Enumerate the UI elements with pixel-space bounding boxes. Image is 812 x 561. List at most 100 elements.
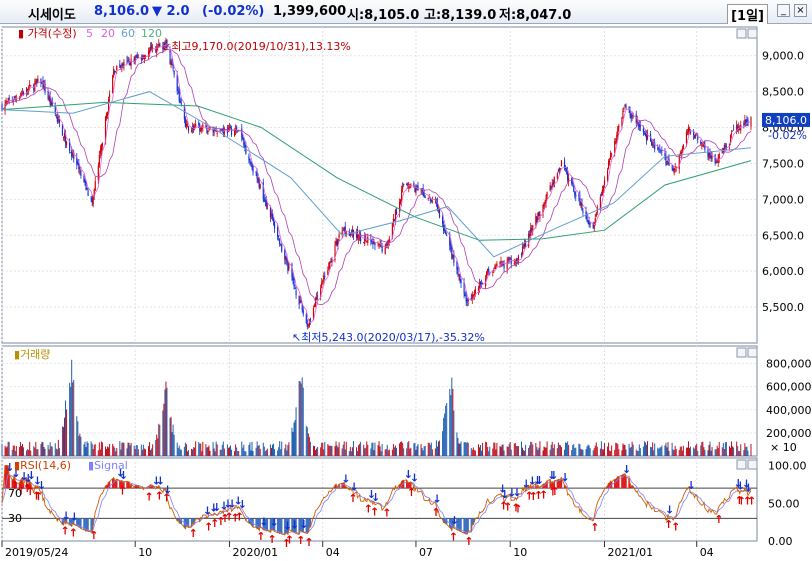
candle bbox=[6, 100, 8, 102]
candle bbox=[120, 67, 122, 69]
candle bbox=[693, 131, 695, 135]
candle bbox=[335, 241, 337, 245]
candle bbox=[336, 240, 338, 246]
volume-bar bbox=[689, 448, 691, 456]
volume-bar bbox=[295, 407, 297, 456]
candle bbox=[324, 276, 326, 277]
volume-bar bbox=[559, 445, 561, 456]
volume-bar bbox=[388, 449, 390, 456]
candle bbox=[395, 209, 398, 214]
period-selector[interactable]: [1일] bbox=[727, 4, 768, 25]
sell-arrow-icon: ↓ bbox=[163, 483, 172, 496]
volume-bar bbox=[58, 447, 60, 456]
candle bbox=[163, 43, 165, 50]
candle bbox=[686, 131, 689, 134]
candle bbox=[313, 305, 316, 308]
volume-bar bbox=[680, 446, 682, 456]
volume-bar bbox=[248, 444, 250, 456]
volume-bar bbox=[47, 444, 49, 456]
volume-bar bbox=[660, 447, 662, 456]
volume-bar bbox=[442, 431, 444, 456]
y-tick-label: 9,000.0 bbox=[762, 50, 804, 63]
candle bbox=[499, 262, 501, 264]
ma60-legend: 60 bbox=[121, 27, 135, 40]
candle bbox=[248, 155, 250, 161]
candle bbox=[460, 279, 462, 283]
minimize-button[interactable]: _ bbox=[777, 4, 790, 17]
candle bbox=[147, 51, 150, 56]
candle bbox=[631, 115, 633, 118]
buy-arrow-icon: ↑ bbox=[525, 490, 534, 503]
candle bbox=[546, 192, 548, 197]
candle bbox=[572, 181, 574, 185]
volume-bar bbox=[746, 446, 748, 456]
sell-arrow-icon: ↓ bbox=[27, 469, 36, 482]
y-tick-label: 6,000.0 bbox=[762, 265, 804, 278]
volume-bar bbox=[544, 447, 546, 456]
volume-bar bbox=[567, 441, 569, 456]
candle bbox=[707, 149, 709, 157]
volume-bar bbox=[70, 386, 72, 456]
volume-bar bbox=[4, 445, 6, 456]
buy-arrow-icon: ↑ bbox=[61, 524, 70, 537]
candle bbox=[73, 152, 75, 160]
volume-bar bbox=[150, 450, 152, 456]
candle bbox=[415, 187, 417, 194]
volume-bar bbox=[365, 447, 367, 456]
candle bbox=[212, 127, 214, 132]
price-change-pct: (-0.02%) bbox=[202, 4, 265, 19]
volume-bar bbox=[13, 445, 15, 456]
volume-bar bbox=[269, 444, 271, 456]
candle bbox=[580, 201, 582, 206]
sell-arrow-icon: ↓ bbox=[622, 463, 631, 476]
candle bbox=[114, 70, 116, 73]
volume-bar bbox=[421, 448, 423, 456]
candle bbox=[560, 160, 563, 167]
candle bbox=[630, 113, 632, 119]
buy-arrow-icon: ↑ bbox=[539, 488, 548, 501]
stock-chart[interactable]: ↓↑↓↑↓↑↓↑↓↑↓↑↓↑↓↑↓↑↓↑↓↑↓↑↓↑↓↑↓↑↓↑↓↑↓↑↓↑↓↑… bbox=[0, 24, 812, 561]
candle bbox=[602, 185, 605, 192]
volume-bar bbox=[220, 449, 222, 456]
close-button[interactable]: × bbox=[794, 4, 807, 17]
volume-bar bbox=[126, 448, 128, 456]
candle bbox=[342, 229, 344, 231]
candle bbox=[69, 141, 71, 152]
volume-bar bbox=[668, 451, 670, 456]
candle bbox=[718, 154, 720, 159]
volume-bar bbox=[162, 410, 164, 456]
candle bbox=[674, 167, 676, 170]
candle bbox=[84, 180, 86, 183]
candle bbox=[487, 268, 489, 273]
volume-bar bbox=[270, 447, 272, 456]
candle bbox=[746, 120, 748, 122]
volume-bar bbox=[107, 446, 109, 456]
candle bbox=[429, 197, 431, 201]
candle bbox=[654, 142, 656, 150]
candle bbox=[205, 125, 207, 127]
candle bbox=[716, 161, 718, 163]
volume-bar bbox=[173, 434, 175, 456]
volume-bar bbox=[243, 444, 245, 456]
candle bbox=[643, 133, 646, 135]
sell-arrow-icon: ↓ bbox=[290, 518, 299, 531]
candle bbox=[689, 130, 692, 133]
volume-bar bbox=[202, 441, 204, 456]
candle bbox=[219, 129, 221, 132]
volume-bar bbox=[28, 449, 30, 456]
volume-bar bbox=[535, 442, 537, 456]
sell-arrow-icon: ↓ bbox=[547, 469, 556, 482]
candle bbox=[42, 80, 44, 89]
candle bbox=[61, 124, 64, 136]
candle bbox=[599, 196, 601, 210]
volume-bar bbox=[322, 442, 324, 456]
volume-bar bbox=[513, 443, 515, 456]
candle bbox=[446, 235, 448, 237]
volume-bar bbox=[716, 445, 718, 456]
volume-bar bbox=[686, 447, 688, 456]
candle bbox=[578, 194, 580, 197]
volume-bar bbox=[54, 443, 56, 456]
volume-bar bbox=[374, 442, 376, 456]
volume-legend: ▮거래량 bbox=[14, 348, 50, 361]
volume-bar bbox=[180, 449, 182, 456]
